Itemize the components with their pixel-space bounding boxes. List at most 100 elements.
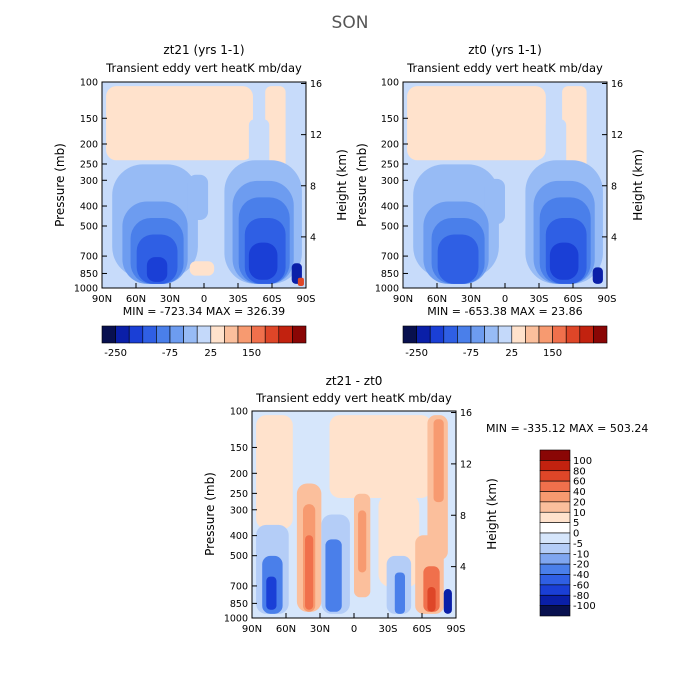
axes: 90N 60N 30N 0 30S 60S 90S 100 150 200 250 300 400 500…: [74, 78, 322, 306]
y-tick-label: 850: [381, 269, 399, 280]
y-tick-label: 400: [230, 531, 248, 542]
ylabel: Pressure (mb): [203, 472, 217, 556]
y-tick-label: 100: [381, 78, 399, 89]
legend-swatch: [416, 325, 431, 344]
legend-swatch: [156, 325, 171, 344]
x-tick-label: 30N: [461, 294, 481, 305]
y-tick-label: 700: [230, 581, 248, 592]
y-tick-label: 200: [381, 140, 399, 151]
y2label: Height (km): [485, 478, 499, 549]
color-legend: -250 -75 25 150: [402, 325, 608, 359]
legend-swatch: [539, 491, 571, 503]
legend-swatch: [128, 325, 144, 344]
y-tick-label: 250: [80, 159, 98, 170]
legend-label: 25: [505, 348, 518, 359]
panel-title: zt21 (yrs 1-1): [163, 43, 244, 57]
y-tick-label: 100: [230, 407, 248, 418]
panel-title: zt21 - zt0: [326, 374, 383, 388]
plot-area: [101, 81, 307, 289]
x-tick-label: 60N: [276, 624, 296, 635]
y-tick-label: 400: [80, 202, 98, 213]
legend-label: 0: [573, 529, 579, 540]
legend-label: -5: [573, 539, 583, 550]
panel-difference: zt21 - zt0 Transient eddy vert heatK mb/…: [203, 374, 648, 635]
x-tick-label: 90N: [242, 624, 262, 635]
y-tick-label: 300: [80, 176, 98, 187]
legend-swatch: [402, 325, 417, 344]
y2-tick-label: 8: [310, 181, 316, 192]
panel-zt21: zt21 (yrs 1-1) Transient eddy vert heatK…: [53, 43, 349, 359]
contour-region: [256, 415, 293, 529]
contour-region: [266, 576, 277, 610]
y2-tick-label: 16: [310, 79, 322, 90]
legend-swatch: [142, 325, 157, 344]
ylabel: Pressure (mb): [355, 143, 369, 227]
contour-region: [427, 586, 436, 612]
y-tick-label: 300: [230, 505, 248, 516]
legend-label: 60: [573, 477, 586, 488]
legend-label: -100: [573, 601, 596, 612]
x-tick-label: 30S: [529, 294, 548, 305]
legend-label: -75: [162, 348, 178, 359]
legend-swatch: [264, 325, 280, 344]
legend-label: -10: [573, 549, 589, 560]
contour-region: [248, 242, 278, 280]
legend-swatch: [539, 532, 571, 544]
axes: 90N 60N 30N 0 30S 60S 90S 100 150 200 250 300 400 500…: [224, 407, 472, 636]
panel-subtitle: Transient eddy vert heatK mb/day: [255, 391, 452, 405]
contour-region: [106, 86, 253, 161]
legend-swatch: [196, 325, 212, 344]
y-tick-label: 1000: [74, 284, 98, 295]
legend-swatch: [539, 511, 571, 523]
contour-region: [443, 589, 452, 614]
legend-label: 5: [573, 518, 579, 529]
legend-label: 150: [242, 348, 261, 359]
y2-tick-label: 8: [460, 511, 466, 522]
legend-swatch: [183, 325, 198, 344]
legend-label: 100: [573, 456, 592, 467]
legend-swatch: [539, 605, 571, 617]
y-tick-label: 150: [80, 114, 98, 125]
panel-subtitle: Transient eddy vert heatK mb/day: [406, 61, 603, 75]
contour-region: [549, 242, 579, 280]
plot-area: [402, 81, 608, 289]
legend-swatch: [278, 325, 293, 344]
x-tick-label: 0: [502, 294, 508, 305]
legend-label: -60: [573, 580, 589, 591]
y2label: Height (km): [631, 149, 645, 220]
legend-swatch: [511, 325, 526, 344]
legend-swatch: [115, 325, 130, 344]
contour-region: [358, 510, 367, 573]
legend-swatch: [470, 325, 485, 344]
plot-area: [251, 410, 457, 619]
stats-text: MIN = -723.34 MAX = 326.39: [123, 305, 285, 318]
x-tick-label: 60S: [563, 294, 582, 305]
x-tick-label: 90N: [92, 294, 112, 305]
y2-tick-label: 8: [611, 181, 617, 192]
legend-swatch: [539, 460, 571, 472]
contour-region: [437, 234, 479, 284]
stats-text: MIN = -653.38 MAX = 23.86: [427, 305, 582, 318]
y-tick-label: 150: [230, 443, 248, 454]
y-tick-label: 1000: [224, 614, 248, 625]
contour-field: [252, 411, 456, 618]
y2label: Height (km): [335, 149, 349, 220]
y-tick-label: 500: [80, 221, 98, 232]
contour-region: [562, 86, 587, 173]
contour-region: [265, 86, 286, 169]
x-tick-label: 90S: [446, 624, 465, 635]
y2-tick-label: 4: [310, 232, 316, 243]
legend-swatch: [539, 574, 571, 586]
contour-region: [394, 572, 405, 614]
panel-subtitle: Transient eddy vert heatK mb/day: [105, 61, 302, 75]
legend-swatch: [565, 325, 581, 344]
legend-label: -250: [104, 348, 127, 359]
contour-region: [407, 86, 546, 161]
legend-swatch: [539, 449, 571, 461]
legend-swatch: [237, 325, 252, 344]
legend-swatch: [497, 325, 513, 344]
legend-swatch: [539, 501, 571, 513]
y2-tick-label: 12: [460, 459, 472, 470]
y-tick-label: 700: [381, 252, 399, 263]
